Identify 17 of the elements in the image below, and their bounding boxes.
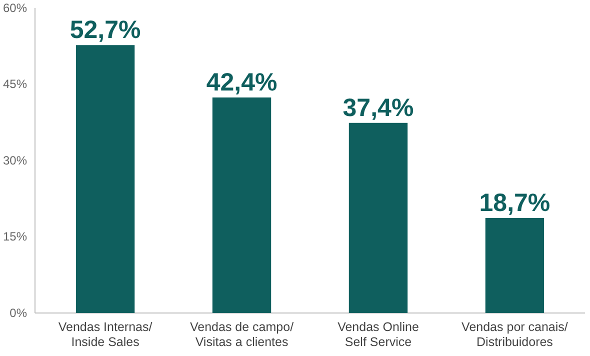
bar <box>348 122 408 313</box>
bar <box>485 218 544 313</box>
y-tick-label: 60% <box>2 0 28 15</box>
data-label: 37,4% <box>342 94 414 122</box>
x-tick-label: Vendas Online Self Service <box>338 320 419 349</box>
y-tick-label: 15% <box>2 230 28 244</box>
data-label: 52,7% <box>70 16 141 44</box>
x-tick-label: Vendas de campo/ Visitas a clientes <box>190 320 294 349</box>
x-tick-label: Vendas Internas/ Inside Sales <box>58 320 153 349</box>
y-tick-label: 45% <box>2 77 28 92</box>
bar <box>76 45 135 313</box>
x-tick-label: Vendas por canais/ Distribuidores <box>462 320 568 349</box>
bar <box>212 97 272 313</box>
y-tick-label: 0% <box>10 306 28 320</box>
y-tick-label: 30% <box>2 153 28 168</box>
data-label: 42,4% <box>206 68 278 96</box>
data-label: 18,7% <box>479 188 550 217</box>
